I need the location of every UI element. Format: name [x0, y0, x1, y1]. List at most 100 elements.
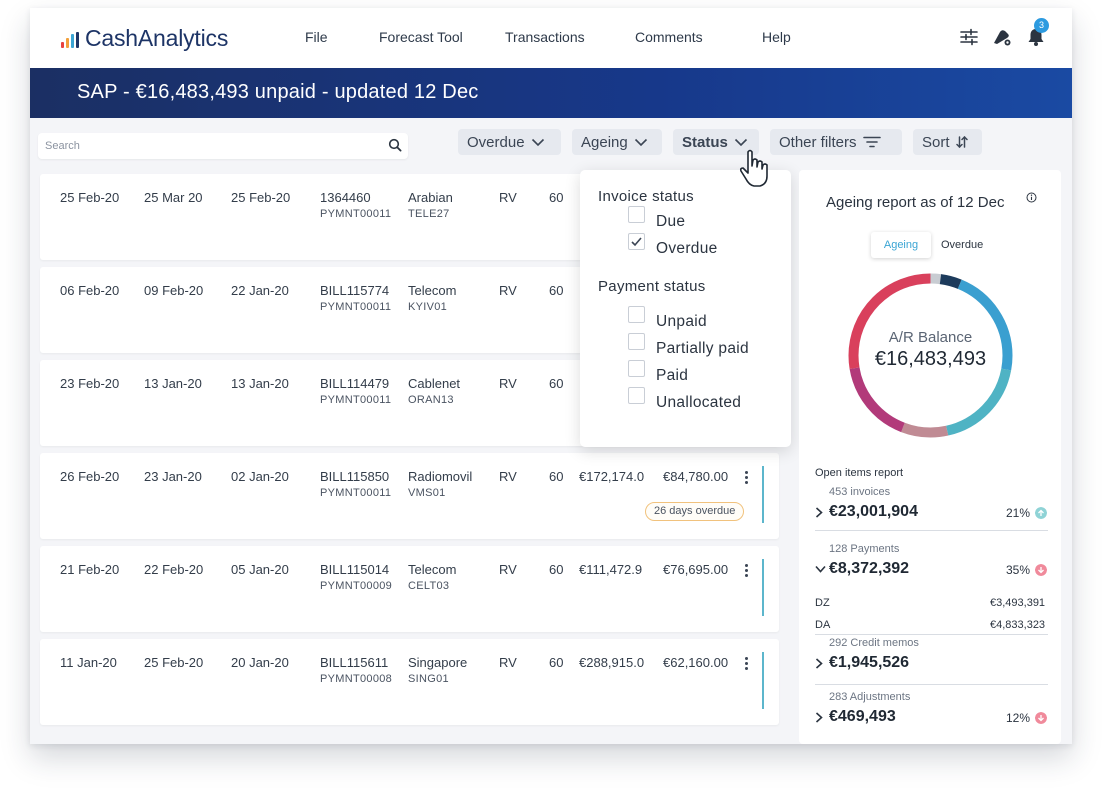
row-reference: BILL115014 — [320, 562, 390, 577]
checkbox-due-box[interactable] — [628, 205, 645, 223]
ageing-report-title: Ageing report as of 12 Dec — [826, 194, 1005, 211]
banner-title: SAP - €16,483,493 unpaid - updated 12 De… — [77, 81, 479, 103]
row-balance: €62,160.00 — [663, 655, 729, 670]
divider — [815, 530, 1048, 531]
row-balance: €84,780.00 — [663, 469, 729, 484]
row-date-1: 11 Jan-20 — [60, 655, 117, 670]
search-icon[interactable] — [388, 138, 402, 152]
chevron-down-icon[interactable] — [815, 565, 826, 573]
divider — [815, 634, 1048, 635]
other-filters-label: Other filters — [779, 133, 857, 151]
bell-settings-icon[interactable] — [991, 26, 1013, 48]
info-icon[interactable] — [1026, 192, 1037, 203]
checkbox-partially-paid-box[interactable] — [628, 332, 645, 350]
ageing-filter-label: Ageing — [581, 133, 628, 151]
filter-lines-icon — [862, 136, 881, 148]
row-customer-code: KYIV01 — [408, 301, 448, 313]
row-date-3: 05 Jan-20 — [231, 562, 289, 577]
invoice-status-heading: Invoice status — [598, 188, 694, 205]
chevron-down-icon — [734, 138, 747, 146]
open-items-sub: 283 Adjustments — [829, 691, 911, 703]
row-date-2: 25 Mar 20 — [144, 190, 203, 205]
nav-forecast-tool[interactable]: Forecast Tool — [379, 29, 463, 45]
checkbox-unallocated-label: Unallocated — [656, 394, 742, 411]
row-amount: €288,915.0 — [579, 655, 645, 670]
row-type: RV — [499, 283, 517, 298]
chevron-right-icon[interactable] — [815, 658, 823, 669]
donut-segment — [848, 273, 1013, 438]
row-reference: BILL115774 — [320, 283, 390, 298]
checkbox-overdue-label: Overdue — [656, 240, 718, 257]
row-days: 60 — [549, 283, 564, 298]
row-type: RV — [499, 190, 517, 205]
row-reference: BILL115850 — [320, 469, 390, 484]
row-customer-code: VMS01 — [408, 487, 446, 499]
nav-comments[interactable]: Comments — [635, 29, 703, 45]
detail-value: €4,833,323 — [990, 619, 1046, 631]
nav-file[interactable]: File — [305, 29, 328, 45]
row-payment-id: PYMNT00011 — [320, 487, 392, 499]
table-row[interactable]: 11 Jan-20 25 Feb-20 20 Jan-20 BILL115611… — [40, 639, 779, 725]
row-date-2: 25 Feb-20 — [144, 655, 204, 670]
chevron-right-icon[interactable] — [815, 712, 823, 723]
sort-button[interactable]: Sort — [913, 129, 982, 155]
row-date-3: 02 Jan-20 — [231, 469, 289, 484]
row-customer: Cablenet — [408, 376, 461, 391]
chevron-right-icon[interactable] — [815, 507, 823, 518]
table-row[interactable]: 21 Feb-20 22 Feb-20 05 Jan-20 BILL115014… — [40, 546, 779, 632]
chevron-down-icon — [634, 138, 647, 146]
summary-banner: SAP - €16,483,493 unpaid - updated 12 De… — [30, 68, 1072, 118]
row-menu-icon[interactable] — [745, 471, 749, 486]
sliders-icon[interactable] — [958, 26, 980, 48]
overdue-filter-label: Overdue — [467, 133, 525, 151]
sort-icon — [955, 135, 968, 149]
hand-pointer-icon — [739, 149, 768, 187]
open-items-pct: 21% — [1006, 506, 1031, 520]
row-payment-id: PYMNT00011 — [320, 301, 392, 313]
trend-down-icon — [1035, 564, 1047, 576]
open-items-title: Open items report — [815, 467, 904, 479]
notification-badge: 3 — [1034, 18, 1049, 33]
row-payment-id: PYMNT00011 — [320, 394, 392, 406]
checkbox-due-label: Due — [656, 213, 686, 230]
search-input[interactable] — [45, 138, 365, 154]
trend-down-icon — [1035, 712, 1047, 724]
row-days: 60 — [549, 190, 564, 205]
toggle-overdue[interactable]: Overdue — [941, 239, 984, 251]
app-window: CashAnalytics File Forecast Tool Transac… — [30, 8, 1072, 744]
checkbox-unpaid-box[interactable] — [628, 305, 645, 323]
row-date-1: 26 Feb-20 — [60, 469, 120, 484]
toggle-ageing[interactable]: Ageing — [871, 232, 931, 258]
ageing-filter[interactable]: Ageing — [572, 129, 662, 155]
checkbox-paid-box[interactable] — [628, 359, 645, 377]
overdue-badge: 26 days overdue — [645, 502, 745, 521]
search-box — [38, 133, 408, 159]
logo-bars-icon — [61, 32, 79, 48]
chevron-down-icon — [531, 138, 544, 146]
ageing-panel: Ageing report as of 12 Dec Ageing Overdu… — [799, 170, 1061, 744]
logo[interactable]: CashAnalytics — [61, 25, 228, 52]
row-customer-code: SING01 — [408, 673, 449, 685]
row-date-1: 06 Feb-20 — [60, 283, 120, 298]
status-filter-label: Status — [682, 133, 728, 151]
row-menu-icon[interactable] — [745, 564, 749, 579]
open-items-value: €23,001,904 — [829, 503, 918, 520]
checkbox-overdue-box[interactable] — [628, 232, 645, 250]
overdue-filter[interactable]: Overdue — [458, 129, 561, 155]
row-menu-icon[interactable] — [745, 657, 749, 672]
other-filters-button[interactable]: Other filters — [770, 129, 902, 155]
divider — [815, 684, 1048, 685]
nav-transactions[interactable]: Transactions — [505, 29, 585, 45]
payment-status-heading: Payment status — [598, 278, 706, 295]
row-customer: Arabian — [408, 190, 453, 205]
ar-balance-value: €16,483,493 — [874, 348, 987, 370]
row-customer-code: CELT03 — [408, 580, 450, 592]
nav-help[interactable]: Help — [762, 29, 791, 45]
checkbox-unallocated-box[interactable] — [628, 386, 645, 404]
checkmark-icon — [631, 236, 642, 246]
status-filter[interactable]: Status — [673, 129, 759, 155]
table-row[interactable]: 26 Feb-20 23 Jan-20 02 Jan-20 BILL115850… — [40, 453, 779, 539]
row-customer: Telecom — [408, 283, 457, 298]
detail-label: DZ — [815, 597, 830, 609]
row-indicator — [762, 559, 764, 616]
